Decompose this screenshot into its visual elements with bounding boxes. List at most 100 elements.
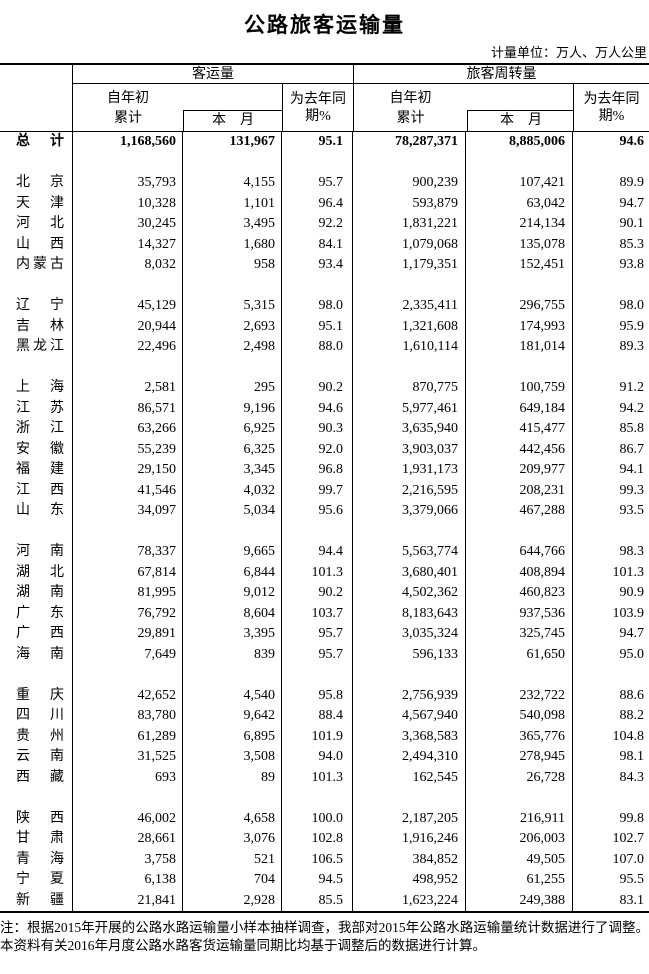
value-cell: 28,661 [73, 829, 183, 850]
value-cell: 181,014 [466, 337, 573, 358]
value-cell: 958 [183, 255, 282, 276]
region-label [0, 665, 73, 686]
region-label-text: 江苏 [16, 400, 64, 416]
value-cell: 3,395 [183, 624, 282, 645]
table-row: 山东 34,097 5,034 95.6 3,379,066 467,288 93.5 [0, 501, 649, 522]
table-row: 河南 78,337 9,665 94.4 5,563,774 644,766 98.3 [0, 542, 649, 563]
region-label-text: 黑龙江 [16, 339, 64, 354]
value-cell [73, 357, 183, 378]
value-cell [73, 275, 183, 296]
table-header: 客运量 自年初 累计 本 月 为去年同 期% 旅客周转量 [0, 65, 649, 132]
region-label-text: 湖南 [16, 585, 64, 600]
table-row: 贵州 61,289 6,895 101.9 3,368,583 365,776 104.8 [0, 726, 649, 747]
value-cell [282, 521, 353, 542]
value-cell: 1,101 [183, 193, 282, 214]
value-cell: 101.9 [282, 726, 353, 747]
region-label-text: 重庆 [16, 687, 64, 703]
region-label [0, 521, 73, 542]
value-cell: 85.8 [619, 421, 645, 436]
value-cell: 10,328 [73, 193, 183, 214]
value-cell: 408,894 [466, 562, 573, 583]
value-cell: 86,571 [73, 398, 183, 419]
value-cell: 67,814 [73, 562, 183, 583]
value-cell: 9,665 [183, 542, 282, 563]
value-cell: 5,563,774 [353, 542, 466, 563]
value-cell: 34,097 [73, 501, 183, 522]
region-label-text: 西藏 [16, 769, 64, 785]
value-cell: 540,098 [466, 706, 573, 727]
value-cell: 76,792 [73, 603, 183, 624]
spacer-row [0, 275, 649, 297]
value-cell: 95.9 [619, 318, 645, 334]
value-cell: 94.0 [282, 747, 353, 768]
region-label: 天津 [0, 193, 73, 214]
value-cell: 649,184 [466, 398, 573, 419]
value-cell: 3,379,066 [353, 501, 466, 522]
value-cell: 106.5 [282, 849, 353, 870]
value-cell: 937,536 [466, 603, 573, 624]
value-cell: 498,952 [353, 870, 466, 891]
value-cell [282, 357, 353, 378]
value-cell: 94.4 [282, 542, 353, 563]
cumulative-line1: 自年初 [107, 91, 149, 106]
value-cell [183, 665, 282, 686]
footnote: 注：根据2015年开展的公路水路运输量小样本抽样调查，我部对2015年公路水路运… [0, 920, 649, 953]
region-label: 河南 [0, 542, 73, 563]
value-cell: 3,680,401 [353, 562, 466, 583]
value-cell: 98.0 [282, 296, 353, 317]
value-cell: 95.7 [282, 624, 353, 645]
value-cell: 61,289 [73, 726, 183, 747]
value-cell: 900,239 [353, 173, 466, 194]
value-cell: 63,042 [466, 193, 573, 214]
value-cell: 104.8 [612, 728, 645, 744]
value-cell: 14,327 [73, 234, 183, 255]
table-row: 天津 10,328 1,101 96.4 593,879 63,042 94.7 [0, 193, 649, 214]
table-row: 云南 31,525 3,508 94.0 2,494,310 278,945 98.1 [0, 747, 649, 768]
value-cell: 214,134 [466, 214, 573, 235]
value-cell: 296,755 [466, 296, 573, 317]
value-cell: 232,722 [466, 685, 573, 706]
value-cell: 2,335,411 [353, 296, 466, 317]
table-row: 陕西 46,002 4,658 100.0 2,187,205 216,911 99.8 [0, 808, 649, 829]
value-cell [466, 357, 573, 378]
value-cell: 1,916,246 [353, 829, 466, 850]
region-label: 黑龙江 [0, 337, 73, 358]
value-cell: 206,003 [466, 829, 573, 850]
region-label: 新疆 [0, 890, 73, 911]
value-cell [73, 665, 183, 686]
value-cell: 644,766 [466, 542, 573, 563]
region-label-text: 安徽 [16, 441, 64, 457]
value-cell: 103.7 [282, 603, 353, 624]
value-cell [573, 276, 649, 297]
value-cell: 5,315 [183, 296, 282, 317]
header-group-passenger-volume: 客运量 自年初 累计 本 月 为去年同 期% [73, 65, 353, 131]
value-cell: 95.8 [282, 685, 353, 706]
value-cell: 94.6 [619, 134, 645, 149]
value-cell [466, 788, 573, 809]
region-label-text: 上海 [16, 380, 64, 395]
value-cell: 101.3 [282, 767, 353, 788]
table-row: 新疆 21,841 2,928 85.5 1,623,224 249,388 83.1 [0, 890, 649, 911]
region-label: 吉林 [0, 316, 73, 337]
value-cell: 84.3 [619, 769, 645, 785]
region-label-text: 湖北 [16, 564, 64, 580]
value-cell: 174,993 [466, 316, 573, 337]
value-cell: 91.2 [619, 380, 645, 395]
unit-note: 计量单位：万人、万人公里 [490, 45, 647, 60]
region-label-text: 吉林 [16, 318, 64, 334]
region-label: 贵州 [0, 726, 73, 747]
value-cell: 6,138 [73, 870, 183, 891]
value-cell: 90.2 [282, 378, 353, 399]
value-cell: 99.7 [282, 480, 353, 501]
value-cell: 86.7 [619, 441, 645, 457]
region-label: 山东 [0, 501, 73, 522]
region-label-text: 青海 [16, 851, 64, 867]
value-cell: 46,002 [73, 808, 183, 829]
value-cell: 3,035,324 [353, 624, 466, 645]
region-label-text: 宁夏 [16, 872, 64, 887]
value-cell: 90.1 [619, 216, 645, 231]
value-cell: 63,266 [73, 419, 183, 440]
value-cell: 2,498 [183, 337, 282, 358]
region-label: 海南 [0, 644, 73, 665]
value-cell [282, 788, 353, 809]
